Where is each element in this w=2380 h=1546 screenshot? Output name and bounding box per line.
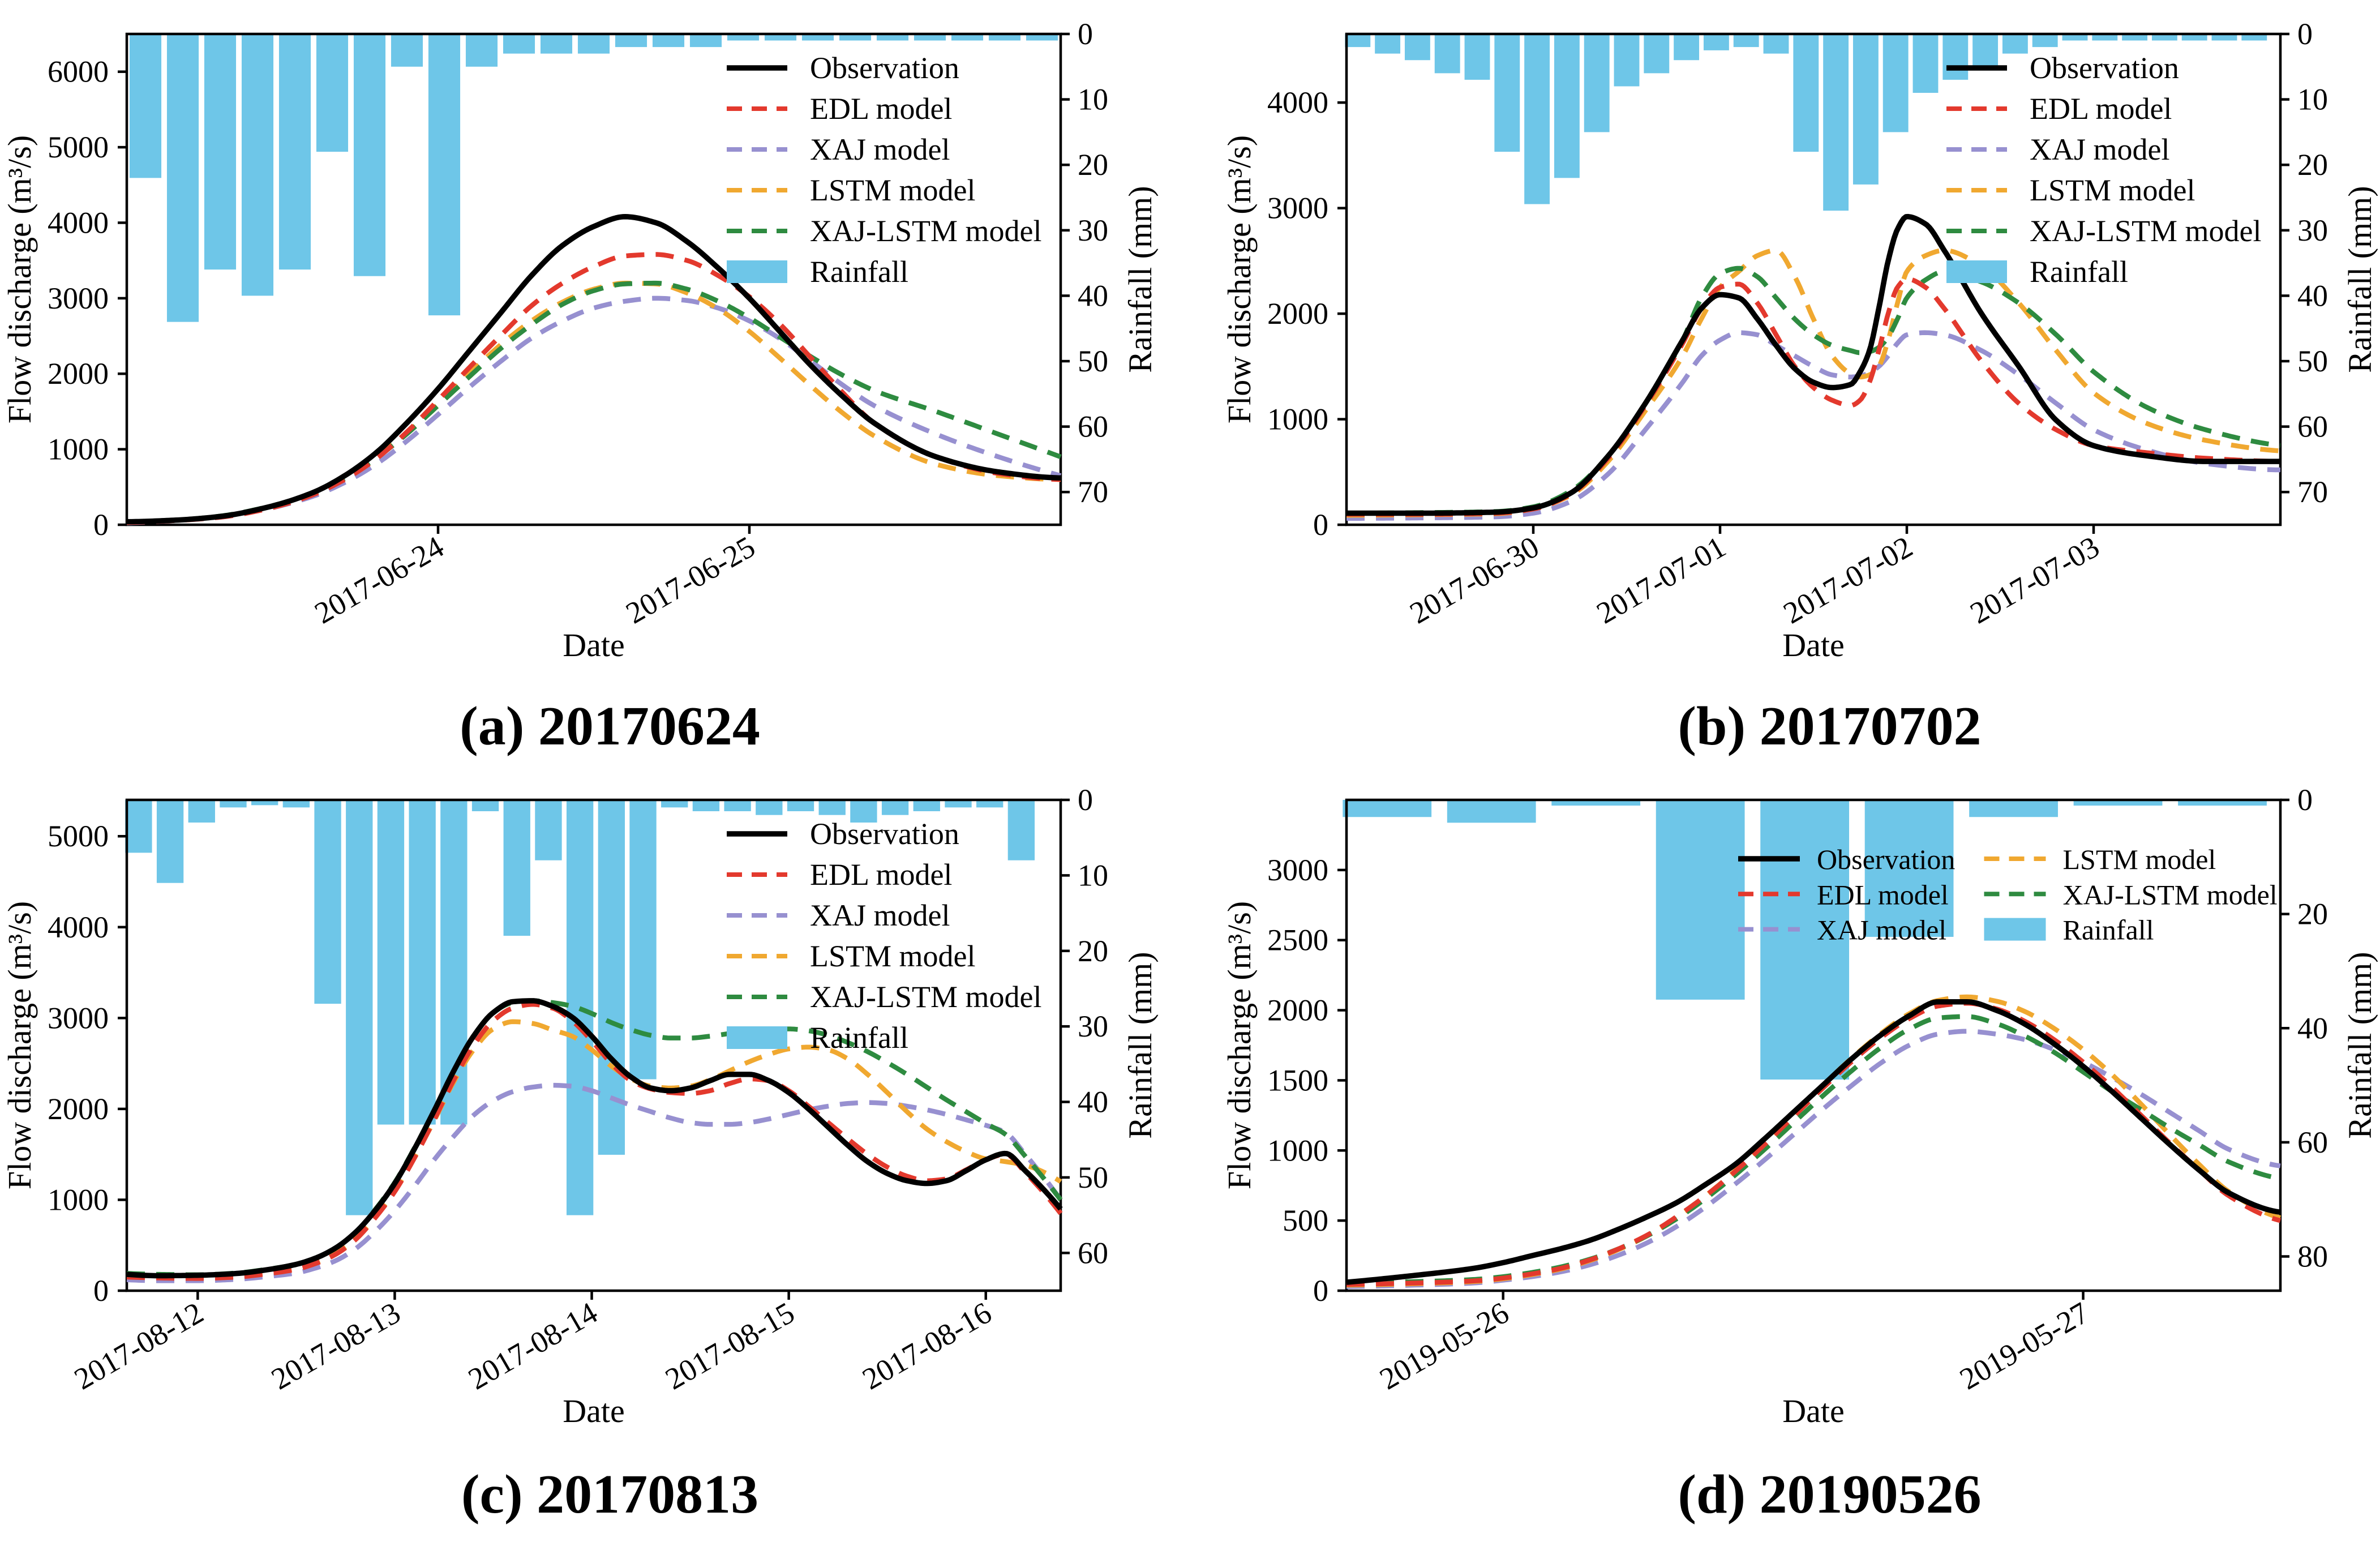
svg-text:500: 500 (1283, 1204, 1328, 1237)
svg-text:XAJ-LSTM model: XAJ-LSTM model (2063, 879, 2278, 910)
svg-text:1000: 1000 (48, 1183, 109, 1217)
svg-text:3000: 3000 (48, 281, 109, 315)
svg-text:0: 0 (1078, 17, 1093, 51)
svg-text:1000: 1000 (48, 432, 109, 466)
svg-text:40: 40 (1078, 1085, 1108, 1119)
svg-text:Rainfall (mm): Rainfall (mm) (2342, 952, 2378, 1138)
svg-text:10: 10 (2297, 83, 2328, 117)
svg-text:60: 60 (2297, 410, 2328, 444)
svg-text:Flow discharge (m³/s): Flow discharge (m³/s) (1, 901, 38, 1189)
svg-text:Rainfall: Rainfall (2063, 914, 2154, 946)
svg-text:20: 20 (1078, 934, 1108, 968)
svg-text:Observation: Observation (810, 817, 959, 851)
svg-text:4000: 4000 (48, 910, 109, 944)
svg-text:50: 50 (1078, 344, 1108, 378)
svg-text:30: 30 (1078, 1009, 1108, 1043)
svg-text:EDL model: EDL model (2030, 92, 2172, 126)
svg-text:3000: 3000 (48, 1001, 109, 1035)
svg-text:2500: 2500 (1267, 923, 1328, 957)
svg-text:EDL model: EDL model (810, 858, 952, 892)
svg-text:0: 0 (1313, 508, 1328, 542)
svg-text:0: 0 (93, 508, 109, 542)
svg-text:2000: 2000 (48, 1092, 109, 1126)
svg-text:30: 30 (2297, 213, 2328, 247)
svg-text:80: 80 (2297, 1240, 2328, 1274)
svg-text:Rainfall (mm): Rainfall (mm) (2342, 186, 2378, 372)
svg-text:30: 30 (1078, 213, 1108, 247)
svg-text:4000: 4000 (48, 205, 109, 239)
svg-text:1500: 1500 (1267, 1063, 1328, 1097)
svg-text:60: 60 (2297, 1125, 2328, 1159)
svg-text:LSTM model: LSTM model (2063, 843, 2216, 875)
svg-text:40: 40 (1078, 279, 1108, 312)
svg-text:Flow discharge (m³/s): Flow discharge (m³/s) (1221, 135, 1258, 423)
svg-text:1000: 1000 (1267, 1133, 1328, 1167)
svg-text:XAJ model: XAJ model (1817, 914, 1946, 946)
svg-text:XAJ model: XAJ model (810, 898, 950, 932)
svg-text:10: 10 (1078, 83, 1108, 117)
svg-text:Observation: Observation (2030, 51, 2179, 85)
svg-text:10: 10 (1078, 858, 1108, 892)
svg-text:6000: 6000 (48, 55, 109, 89)
svg-text:Flow discharge (m³/s): Flow discharge (m³/s) (1, 135, 38, 423)
svg-text:Date: Date (563, 627, 625, 663)
svg-text:70: 70 (1078, 475, 1108, 509)
svg-text:1000: 1000 (1267, 402, 1328, 436)
svg-text:0: 0 (1313, 1274, 1328, 1308)
svg-text:3000: 3000 (1267, 191, 1328, 225)
svg-text:Rainfall: Rainfall (2030, 255, 2128, 289)
svg-text:Observation: Observation (810, 51, 959, 85)
svg-text:3000: 3000 (1267, 853, 1328, 887)
svg-text:EDL model: EDL model (810, 92, 952, 126)
svg-text:2000: 2000 (1267, 297, 1328, 331)
svg-text:60: 60 (1078, 410, 1108, 444)
svg-text:Flow discharge (m³/s): Flow discharge (m³/s) (1221, 901, 1258, 1189)
svg-text:Observation: Observation (1817, 843, 1955, 875)
svg-text:Date: Date (563, 1393, 625, 1429)
svg-text:40: 40 (2297, 1011, 2328, 1045)
svg-text:40: 40 (2297, 279, 2328, 312)
svg-text:XAJ-LSTM model: XAJ-LSTM model (810, 980, 1041, 1014)
svg-text:20: 20 (2297, 897, 2328, 931)
svg-text:0: 0 (2297, 783, 2313, 817)
svg-text:XAJ model: XAJ model (2030, 132, 2169, 166)
svg-text:LSTM model: LSTM model (2030, 173, 2195, 207)
svg-text:Rainfall (mm): Rainfall (mm) (1122, 186, 1159, 372)
svg-text:LSTM model: LSTM model (810, 939, 976, 973)
svg-text:0: 0 (1078, 783, 1093, 817)
svg-text:Rainfall: Rainfall (810, 1021, 908, 1055)
svg-text:XAJ-LSTM model: XAJ-LSTM model (2030, 214, 2261, 248)
svg-text:EDL model: EDL model (1817, 879, 1949, 910)
svg-text:XAJ model: XAJ model (810, 132, 950, 166)
svg-text:5000: 5000 (48, 819, 109, 853)
svg-text:20: 20 (2297, 148, 2328, 182)
svg-text:70: 70 (2297, 475, 2328, 509)
svg-text:2000: 2000 (1267, 993, 1328, 1027)
svg-text:Date: Date (1782, 1393, 1845, 1429)
svg-text:50: 50 (1078, 1160, 1108, 1194)
svg-text:0: 0 (93, 1274, 109, 1308)
svg-text:60: 60 (1078, 1236, 1108, 1270)
svg-text:5000: 5000 (48, 130, 109, 164)
svg-text:Rainfall: Rainfall (810, 255, 908, 289)
svg-text:20: 20 (1078, 148, 1108, 182)
svg-text:XAJ-LSTM model: XAJ-LSTM model (810, 214, 1041, 248)
svg-text:LSTM model: LSTM model (810, 173, 976, 207)
svg-text:0: 0 (2297, 17, 2313, 51)
svg-text:2000: 2000 (48, 357, 109, 391)
svg-text:Date: Date (1782, 627, 1845, 663)
svg-text:4000: 4000 (1267, 85, 1328, 119)
svg-text:Rainfall (mm): Rainfall (mm) (1122, 952, 1159, 1138)
svg-text:50: 50 (2297, 344, 2328, 378)
